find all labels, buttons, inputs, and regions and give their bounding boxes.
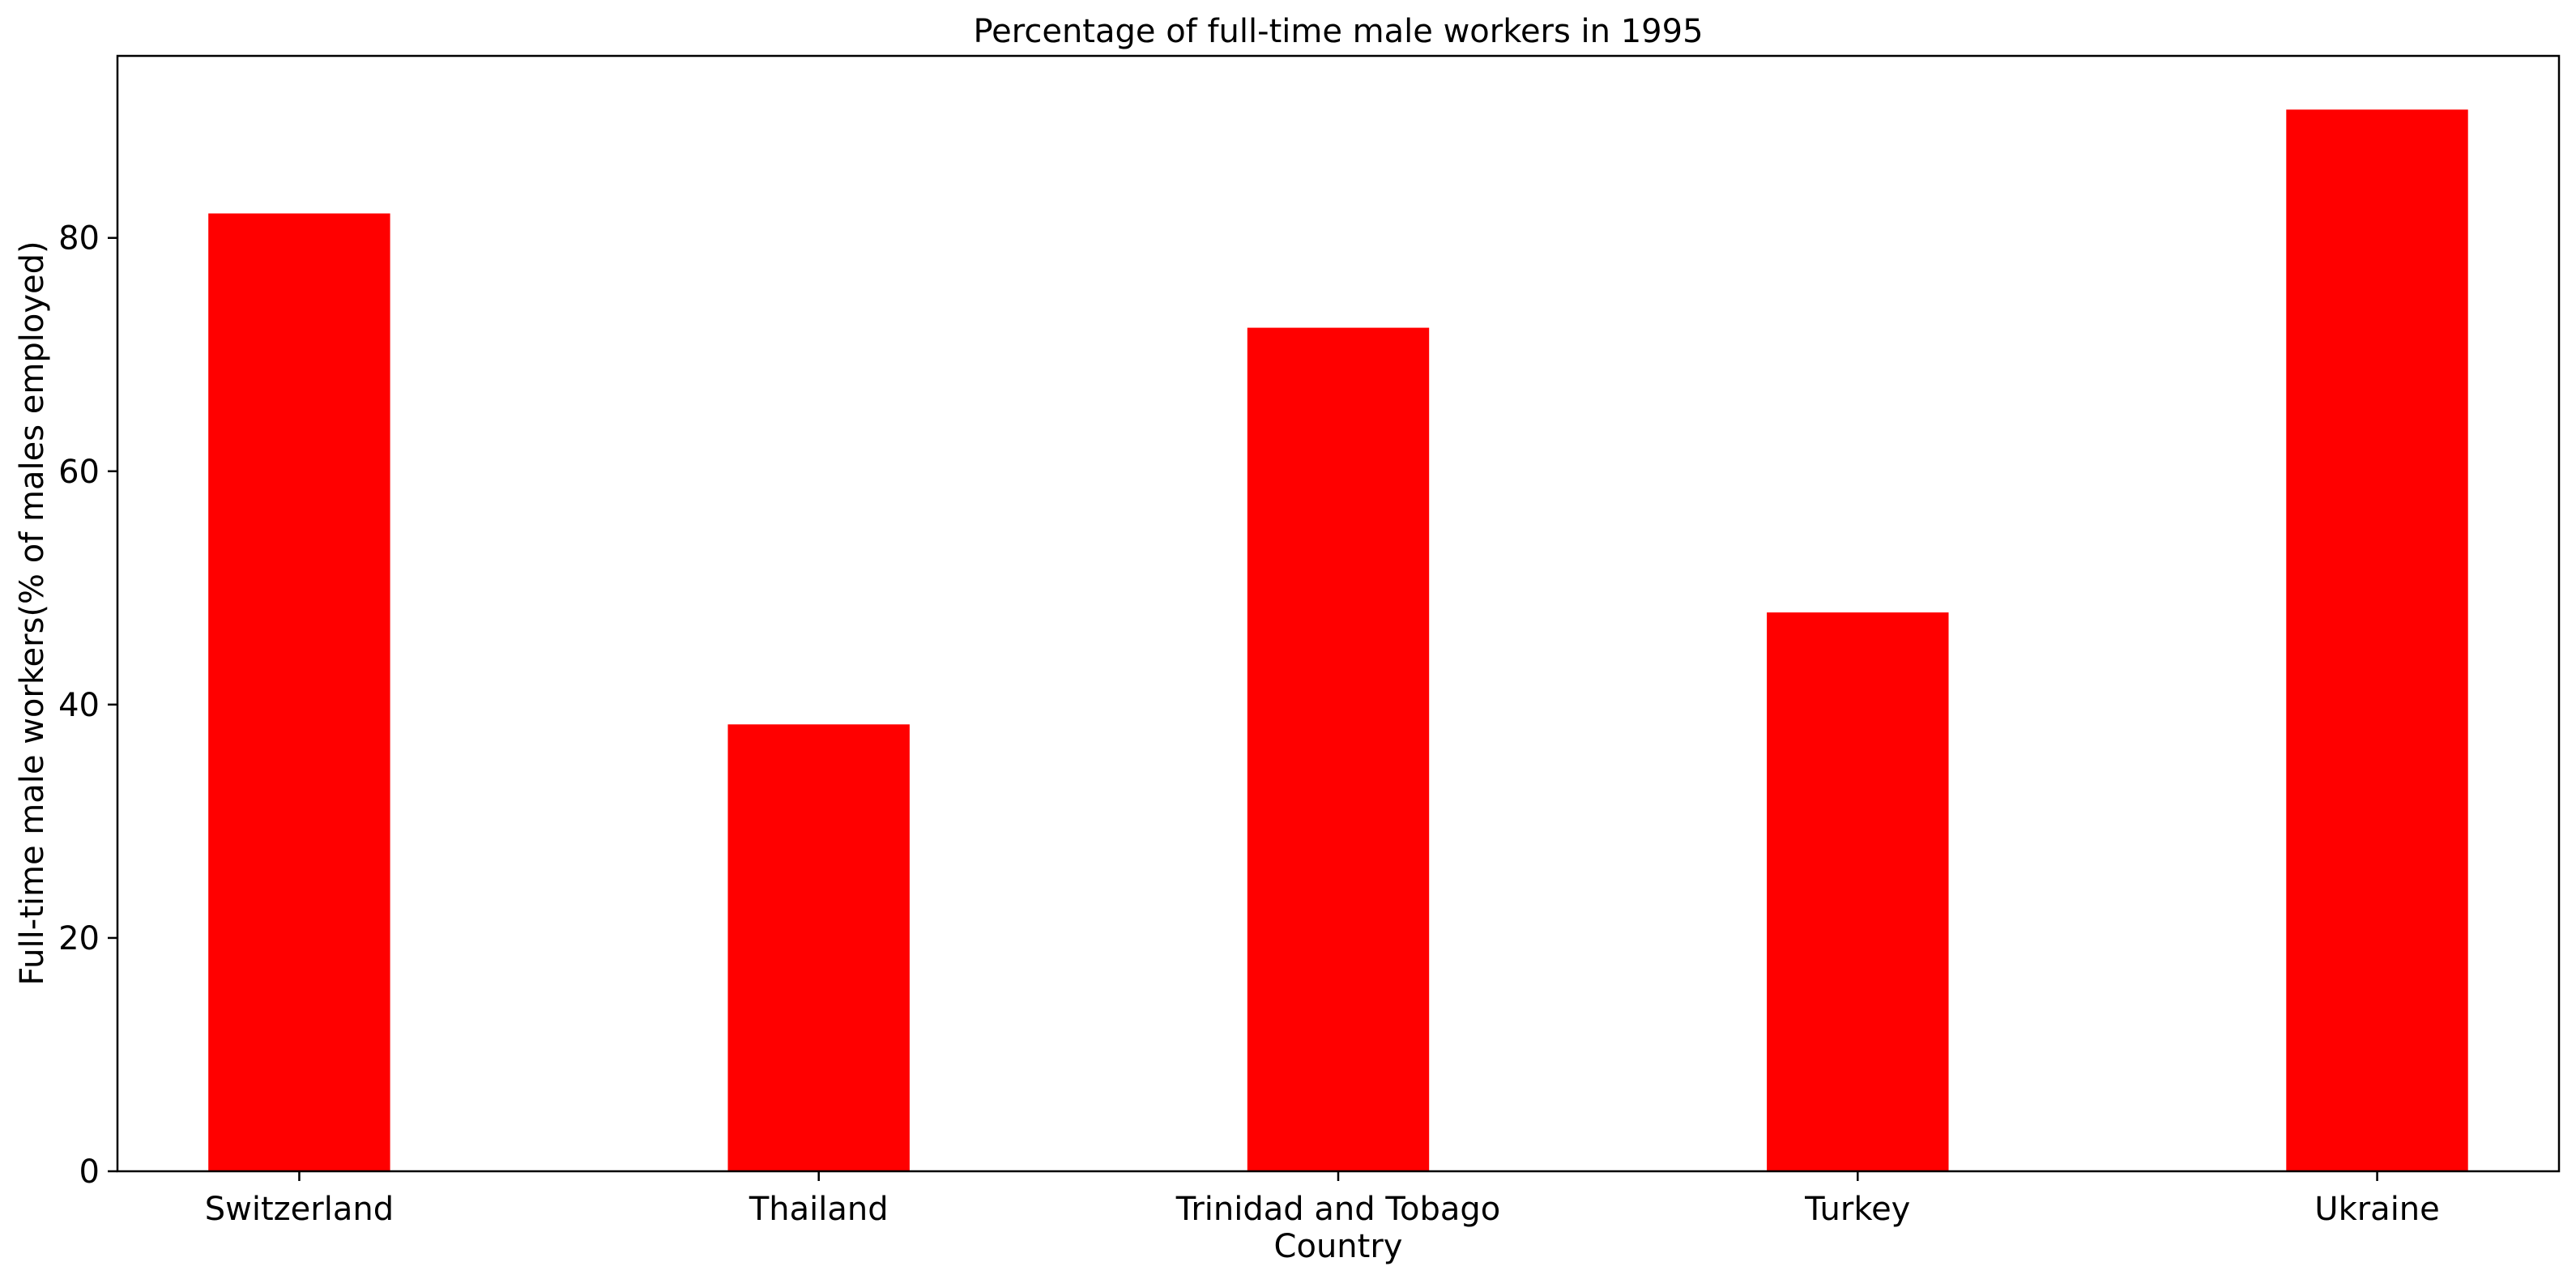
chart-title: Percentage of full-time male workers in … — [973, 13, 1703, 50]
bar-switzerland — [208, 213, 390, 1171]
y-tick-label: 40 — [58, 687, 100, 724]
bar-trinidad-and-tobago — [1247, 327, 1430, 1172]
y-axis-ticks: 0 20 40 60 80 — [58, 220, 117, 1191]
y-tick-label: 0 — [79, 1153, 100, 1191]
y-tick-label: 60 — [58, 454, 100, 491]
x-tick-label: Ukraine — [2314, 1191, 2439, 1228]
x-axis-ticks: Switzerland Thailand Trinidad and Tobago Tu… — [205, 1171, 2440, 1228]
x-tick-label: Turkey — [1804, 1191, 1910, 1228]
plot-frame — [116, 54, 2561, 1173]
bars-group — [208, 109, 2468, 1172]
x-tick-label: Thailand — [748, 1191, 889, 1228]
x-tick-label: Trinidad and Tobago — [1175, 1191, 1500, 1228]
bar-ukraine — [2286, 109, 2468, 1171]
y-tick-label: 80 — [58, 220, 100, 258]
bar-thailand — [727, 724, 910, 1171]
y-tick-label: 20 — [58, 920, 100, 957]
x-tick-label: Switzerland — [205, 1191, 394, 1228]
x-axis-title: Country — [1274, 1228, 1403, 1265]
bar-turkey — [1767, 612, 1949, 1171]
y-axis-title: Full-time male workers(% of males employ… — [14, 241, 51, 985]
